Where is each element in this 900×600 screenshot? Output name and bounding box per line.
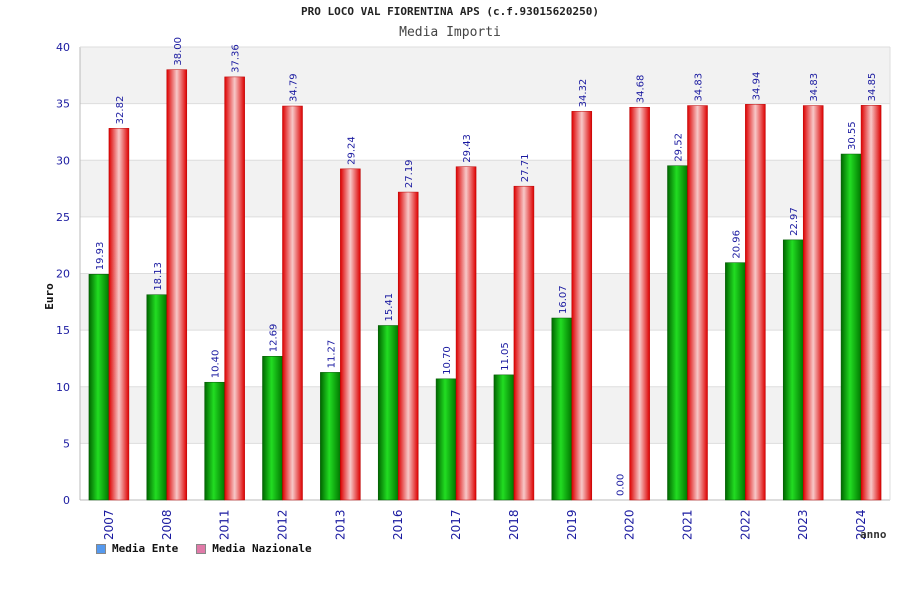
x-axis-label: anno bbox=[860, 528, 887, 541]
bar-ente bbox=[782, 239, 804, 501]
data-label-nazionale: 34.83 bbox=[809, 73, 820, 102]
bar-nazionale bbox=[860, 105, 882, 501]
data-label-nazionale: 27.71 bbox=[520, 154, 531, 183]
legend: Media Ente Media Nazionale bbox=[96, 542, 312, 555]
plot-band bbox=[80, 216, 890, 274]
data-label-nazionale: 34.94 bbox=[751, 72, 762, 101]
chart-subtitle: Media Importi bbox=[399, 25, 501, 40]
data-label-ente: 10.70 bbox=[442, 346, 453, 375]
data-label-nazionale: 37.36 bbox=[231, 44, 242, 73]
x-tick-label: 2008 bbox=[160, 509, 174, 540]
x-tick-label: 2012 bbox=[276, 509, 290, 540]
bar-nazionale bbox=[455, 166, 477, 501]
bar-ente bbox=[435, 378, 457, 501]
bar-ente bbox=[320, 372, 341, 501]
x-tick-label: 2019 bbox=[565, 509, 579, 540]
data-label-ente: 29.52 bbox=[674, 133, 685, 162]
data-label-ente: 0.00 bbox=[616, 474, 627, 496]
data-label-nazionale: 29.43 bbox=[462, 134, 473, 163]
bar-nazionale bbox=[340, 168, 361, 501]
y-tick-label: 15 bbox=[56, 324, 70, 337]
plot-band bbox=[80, 160, 890, 217]
plot-band bbox=[80, 330, 890, 387]
data-label-nazionale: 34.83 bbox=[694, 73, 705, 102]
data-label-ente: 20.96 bbox=[731, 230, 742, 259]
plot-band bbox=[80, 443, 890, 500]
bar-nazionale bbox=[166, 69, 188, 501]
bar-ente bbox=[262, 356, 283, 501]
bar-ente bbox=[493, 374, 515, 501]
chart-title: PRO LOCO VAL FIORENTINA APS (c.f.9301562… bbox=[300, 5, 599, 18]
y-axis-label: Euro bbox=[42, 283, 56, 310]
y-tick-label: 40 bbox=[56, 41, 70, 54]
bar-nazionale bbox=[108, 128, 130, 501]
data-label-ente: 18.13 bbox=[153, 262, 164, 291]
data-label-nazionale: 34.68 bbox=[636, 75, 647, 104]
plot-band bbox=[80, 47, 890, 104]
y-tick-label: 30 bbox=[56, 154, 70, 167]
x-tick-label: 2013 bbox=[333, 509, 347, 540]
bar-nazionale bbox=[802, 105, 824, 501]
x-tick-label: 2018 bbox=[507, 509, 521, 540]
data-label-ente: 15.41 bbox=[384, 293, 395, 322]
y-tick-label: 35 bbox=[56, 98, 70, 111]
bar-nazionale bbox=[745, 104, 766, 501]
y-tick-label: 25 bbox=[56, 211, 70, 224]
plot-band bbox=[80, 273, 890, 331]
data-label-ente: 11.27 bbox=[326, 340, 337, 369]
x-tick-label: 2021 bbox=[681, 509, 695, 540]
legend-swatch-nazionale bbox=[196, 543, 207, 554]
data-label-nazionale: 38.00 bbox=[173, 37, 184, 66]
bar-ente bbox=[840, 153, 862, 501]
legend-item-nazionale: Media Nazionale bbox=[196, 542, 312, 555]
plot-band bbox=[80, 103, 890, 161]
x-tick-label: 2023 bbox=[796, 509, 810, 540]
bar-nazionale bbox=[282, 105, 303, 501]
data-label-nazionale: 27.19 bbox=[404, 159, 415, 188]
bar-nazionale bbox=[629, 106, 650, 501]
bar-nazionale bbox=[513, 185, 535, 501]
data-label-ente: 12.69 bbox=[269, 324, 280, 353]
bar-ente bbox=[725, 262, 746, 501]
y-tick-label: 10 bbox=[56, 381, 70, 394]
bar-ente bbox=[204, 381, 225, 501]
data-label-ente: 19.93 bbox=[95, 242, 106, 271]
bar-nazionale bbox=[571, 111, 593, 501]
data-label-ente: 10.40 bbox=[211, 350, 222, 379]
y-tick-label: 5 bbox=[63, 437, 70, 450]
bar-ente bbox=[667, 165, 688, 501]
data-label-nazionale: 34.85 bbox=[867, 73, 878, 102]
data-label-ente: 11.05 bbox=[500, 342, 511, 371]
x-tick-label: 2007 bbox=[102, 509, 116, 540]
y-tick-label: 20 bbox=[56, 268, 70, 281]
bar-nazionale bbox=[397, 191, 419, 501]
legend-label-ente: Media Ente bbox=[112, 542, 179, 555]
x-tick-label: 2024 bbox=[854, 509, 868, 540]
legend-swatch-ente bbox=[96, 543, 106, 554]
legend-label-nazionale: Media Nazionale bbox=[212, 542, 312, 555]
legend-item-ente: Media Ente bbox=[96, 542, 178, 555]
bar-ente bbox=[146, 294, 168, 501]
data-label-nazionale: 32.82 bbox=[115, 96, 126, 125]
x-tick-label: 2017 bbox=[449, 509, 463, 540]
bar-ente bbox=[88, 274, 110, 501]
bar-nazionale bbox=[224, 76, 245, 501]
data-label-nazionale: 29.24 bbox=[346, 136, 357, 165]
plot-band bbox=[80, 386, 890, 444]
x-tick-label: 2022 bbox=[738, 509, 752, 540]
data-label-ente: 22.97 bbox=[789, 207, 800, 236]
bar-ente bbox=[551, 317, 573, 501]
data-label-nazionale: 34.32 bbox=[578, 79, 589, 108]
y-tick-label: 0 bbox=[63, 494, 70, 507]
x-tick-label: 2011 bbox=[218, 509, 232, 540]
x-tick-label: 2016 bbox=[391, 509, 405, 540]
data-label-ente: 16.07 bbox=[558, 285, 569, 314]
bar-ente bbox=[377, 325, 399, 501]
data-label-nazionale: 34.79 bbox=[289, 73, 300, 102]
data-label-ente: 30.55 bbox=[847, 121, 858, 150]
x-tick-label: 2020 bbox=[623, 509, 637, 540]
bar-nazionale bbox=[687, 105, 708, 501]
